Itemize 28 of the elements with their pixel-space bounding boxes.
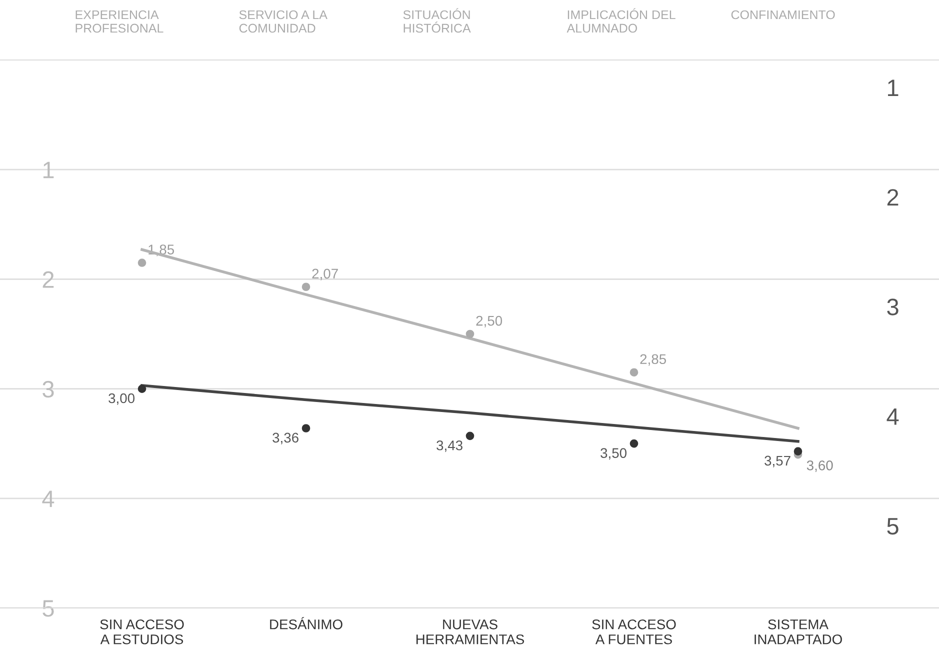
data-label: 2,07 — [312, 268, 338, 280]
data-label: 2,85 — [640, 354, 666, 366]
x-tick-label: NUEVAS HERRAMIENTAS — [416, 619, 524, 644]
y2-tick-label: 5 — [887, 518, 898, 535]
x-tick-label: SIN ACCESO A ESTUDIOS — [100, 619, 184, 644]
text: IMPLICACIÓN DEL ALUMNADO — [566, 8, 676, 33]
data-label: 3,36 — [272, 432, 298, 444]
y2-tick-label: 3 — [887, 298, 898, 316]
x-tick-label: SISTEMA INADAPTADO — [754, 619, 842, 644]
y-tick-label: 4 — [42, 490, 54, 507]
text: SERVICIO A LA COMUNIDAD — [239, 10, 328, 33]
y-tick-label: 1 — [43, 162, 54, 178]
data-label: 2,50 — [476, 316, 502, 328]
data-label: 3,50 — [600, 448, 627, 460]
x-tick-label: DESÁNIMO — [270, 617, 342, 630]
y2-tick-label: 4 — [886, 408, 899, 425]
data-label: 3,00 — [108, 393, 135, 405]
y2-tick-label: 1 — [888, 80, 898, 96]
text: CONFINAMIENTO — [731, 10, 835, 20]
data-label: 3,57 — [764, 456, 790, 468]
data-label: 3,43 — [436, 440, 462, 452]
y2-tick-label: 2 — [887, 189, 898, 206]
y-tick-label: 2 — [42, 271, 54, 288]
text: SITUACIÓN HISTÓRICA — [403, 8, 471, 33]
text: EXPERIENCIA PROFESIONAL — [76, 10, 164, 33]
data-label: 3,60 — [806, 460, 833, 472]
y-tick-label: 3 — [42, 380, 54, 398]
x-tick-label: SIN ACCESO A FUENTES — [592, 619, 676, 644]
